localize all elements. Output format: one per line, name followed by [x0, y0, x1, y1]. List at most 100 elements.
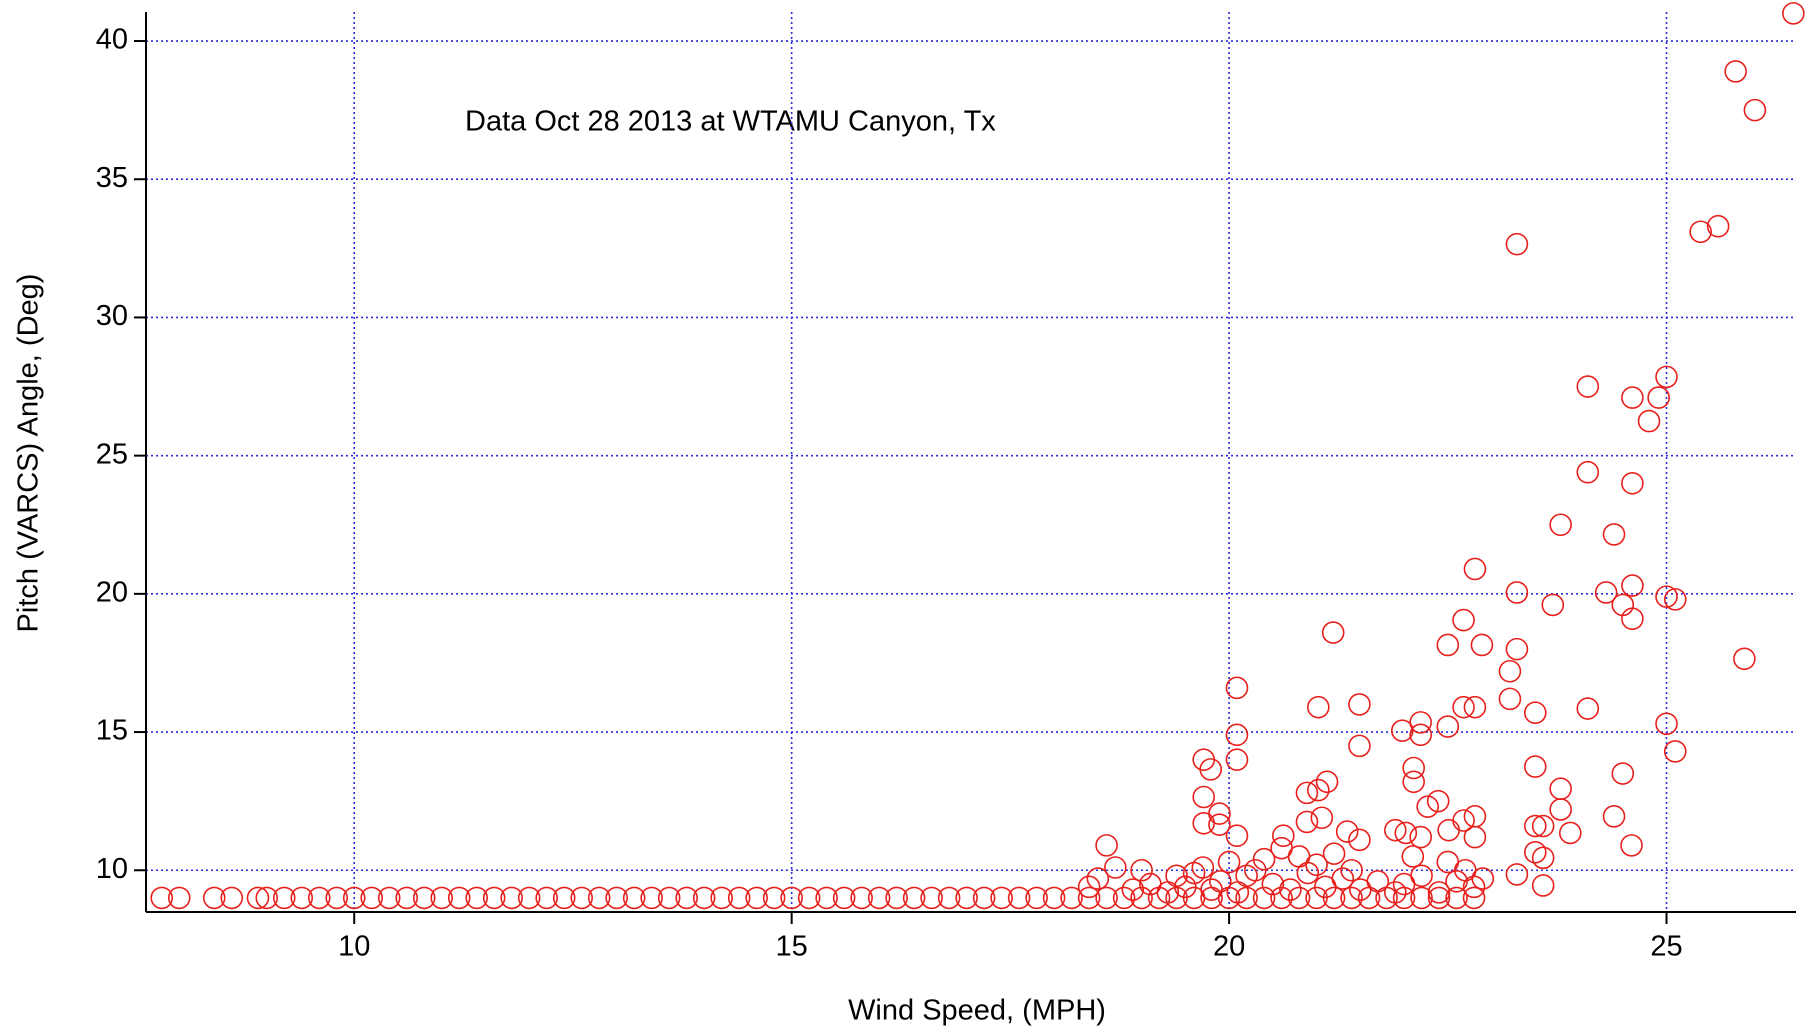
- point: [1296, 861, 1320, 885]
- point: [1782, 2, 1805, 25]
- point: [955, 886, 978, 910]
- point: [1191, 856, 1215, 879]
- x-tick-label: 10: [338, 931, 370, 963]
- point: [832, 886, 856, 910]
- point: [1523, 755, 1547, 778]
- point: [1452, 695, 1475, 719]
- point: [867, 886, 891, 910]
- point: [1409, 825, 1432, 849]
- point: [622, 886, 646, 910]
- point: [1007, 886, 1031, 910]
- point: [657, 886, 681, 910]
- point: [377, 886, 401, 910]
- point: [1192, 785, 1216, 809]
- point: [1077, 886, 1101, 910]
- point: [1340, 858, 1363, 882]
- point: [1498, 687, 1522, 711]
- point: [1310, 806, 1334, 830]
- point: [1621, 574, 1644, 597]
- point: [1637, 409, 1661, 433]
- x-tick-label: 15: [776, 931, 808, 963]
- point: [1621, 607, 1644, 631]
- point: [1112, 886, 1136, 910]
- point: [1331, 867, 1355, 890]
- point: [1199, 758, 1223, 781]
- point: [745, 886, 768, 910]
- point: [1340, 886, 1363, 910]
- point: [1130, 886, 1153, 910]
- point: [500, 886, 523, 910]
- point: [255, 886, 279, 910]
- point: [1706, 214, 1730, 238]
- point: [762, 886, 786, 910]
- point: [1594, 581, 1618, 604]
- point: [727, 886, 751, 910]
- point: [1655, 365, 1678, 389]
- point: [1724, 60, 1747, 83]
- point: [1025, 886, 1048, 910]
- point: [1225, 723, 1249, 747]
- point: [1733, 647, 1756, 671]
- point: [1505, 863, 1529, 886]
- point: [1174, 875, 1197, 899]
- point: [1470, 633, 1494, 657]
- point: [1505, 637, 1529, 661]
- point: [1252, 886, 1276, 910]
- point: [1348, 693, 1371, 716]
- point: [1270, 886, 1293, 910]
- point: [1348, 734, 1371, 758]
- point: [1077, 875, 1101, 899]
- point: [1410, 864, 1433, 888]
- point: [272, 886, 296, 910]
- point: [1621, 471, 1644, 495]
- point: [1452, 809, 1475, 832]
- point: [325, 886, 349, 910]
- point: [1523, 701, 1547, 725]
- point: [1225, 748, 1249, 771]
- point: [1549, 798, 1572, 821]
- point: [1402, 770, 1425, 794]
- point: [1287, 886, 1311, 910]
- point: [395, 886, 419, 910]
- point: [1409, 711, 1432, 734]
- y-tick-label: 25: [96, 438, 128, 470]
- point: [1602, 523, 1626, 546]
- point: [1498, 659, 1522, 683]
- point: [1426, 789, 1450, 813]
- point: [850, 886, 873, 910]
- y-tick-label: 15: [96, 715, 128, 747]
- point: [1436, 715, 1460, 738]
- point: [1541, 593, 1565, 617]
- point: [1261, 872, 1285, 896]
- y-tick-label: 35: [96, 162, 128, 194]
- point: [1549, 513, 1572, 537]
- point: [1384, 818, 1407, 842]
- point: [1209, 870, 1232, 893]
- point: [1558, 821, 1582, 845]
- point: [1462, 875, 1486, 899]
- point: [1335, 820, 1359, 843]
- point: [307, 886, 331, 910]
- point: [1279, 878, 1302, 901]
- y-tick-label: 30: [96, 300, 128, 332]
- point: [1523, 814, 1547, 838]
- point: [220, 886, 244, 910]
- point: [1225, 824, 1249, 848]
- point: [692, 886, 716, 910]
- point: [167, 886, 191, 910]
- point: [1531, 874, 1555, 897]
- point: [1409, 723, 1432, 747]
- point: [1391, 719, 1414, 742]
- point: [1095, 886, 1118, 910]
- point: [1416, 795, 1439, 818]
- y-axis-label: Pitch (VARCS) Angle, (Deg): [13, 274, 45, 633]
- point: [1463, 825, 1487, 849]
- point: [1531, 814, 1555, 838]
- point: [465, 886, 488, 910]
- point: [1471, 867, 1495, 890]
- point: [1086, 867, 1110, 890]
- point: [202, 886, 226, 910]
- point: [570, 886, 593, 910]
- y-tick-label: 10: [96, 853, 128, 885]
